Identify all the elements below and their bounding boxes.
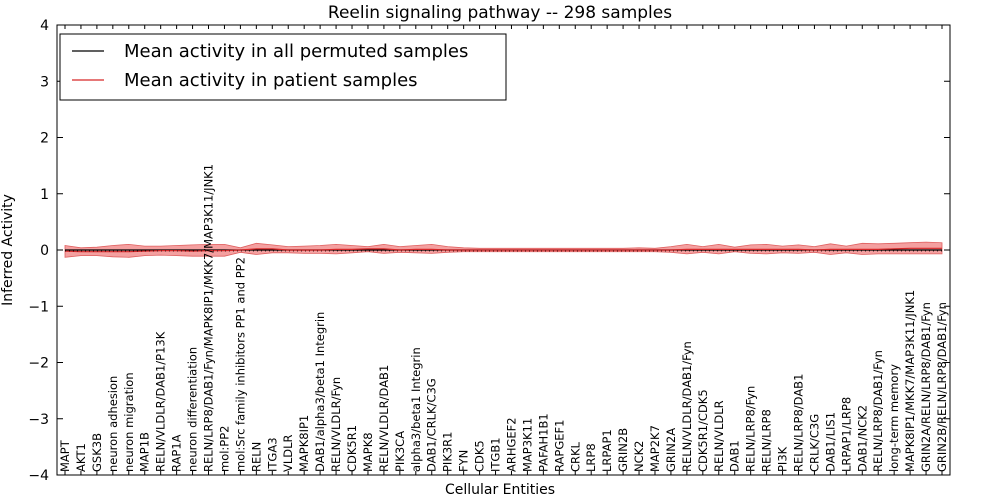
legend: Mean activity in all permuted samples Me… bbox=[59, 33, 507, 101]
x-category-label: CRKL bbox=[568, 441, 582, 472]
x-axis: MAPT AKT1 GSK3B neuron adhesion neuron migra… bbox=[58, 25, 949, 475]
x-category-label: AKT1 bbox=[74, 443, 88, 472]
legend-box bbox=[59, 33, 507, 101]
x-category-label: GRIN2B bbox=[616, 428, 630, 472]
y-tick-label: −2 bbox=[28, 356, 49, 372]
x-category-label: RELN/LRP8/Fyn bbox=[744, 386, 758, 472]
x-category-label: PAFAH1B1 bbox=[536, 413, 550, 472]
x-category-label: CDK5R1/CDK5 bbox=[696, 389, 710, 472]
x-category-label: FYN bbox=[457, 450, 471, 472]
x-category-label: GRIN2A/RELN/LRP8/DAB1/Fyn bbox=[919, 302, 933, 472]
chart-title: Reelin signaling pathway -- 298 samples bbox=[328, 3, 672, 23]
x-category-label: MAPT bbox=[58, 439, 72, 472]
x-category-label: GRIN2B/RELN/LRP8/DAB1/Fyn bbox=[935, 302, 949, 472]
x-category-label: MAPK8IP1 bbox=[297, 415, 311, 472]
y-tick-label: 3 bbox=[40, 74, 49, 90]
x-category-label: RELN/VLDLR/DAB1/P13K bbox=[154, 331, 168, 472]
series-patient-line bbox=[64, 247, 942, 253]
x-category-label: RELN/LRP8 bbox=[760, 409, 774, 472]
x-category-label: long-term memory bbox=[887, 364, 901, 472]
x-category-label: MAP3K11 bbox=[520, 418, 534, 472]
x-category-label: RELN/LRP8/DAB1 bbox=[791, 374, 805, 472]
x-category-label: CDK5 bbox=[473, 440, 487, 472]
x-category-label: NCK2 bbox=[632, 441, 646, 473]
x-category-label: RELN/VLDLR/DAB1/Fyn bbox=[680, 341, 694, 472]
x-category-label: LRPAP1 bbox=[600, 429, 614, 472]
x-category-label: VLDLR bbox=[281, 434, 295, 472]
x-category-label: GSK3B bbox=[90, 433, 104, 472]
y-tick-label: 2 bbox=[40, 131, 49, 147]
x-category-label: LRP8 bbox=[584, 443, 598, 472]
x-category-label: MAP1B bbox=[138, 432, 152, 472]
x-category-label: RELN/VLDLR bbox=[712, 400, 726, 472]
x-category-label: neuron adhesion bbox=[106, 376, 120, 472]
x-axis-label: Cellular Entities bbox=[445, 482, 555, 498]
x-category-label: PIK3CA bbox=[393, 431, 407, 472]
x-category-label: RELN/LRP8/DAB1/Fyn/MAPK8IP1/MKK7/MAP3K11… bbox=[202, 164, 216, 472]
x-category-label: mol:PP2 bbox=[217, 426, 231, 473]
x-category-label: GRIN2A bbox=[664, 428, 678, 472]
x-category-label: DAB1 bbox=[728, 440, 742, 472]
x-category-label: MAPK8 bbox=[361, 432, 375, 472]
x-category-label: alpha3/beta1 Integrin bbox=[409, 347, 423, 472]
x-category-label: RAPGEF1 bbox=[552, 420, 566, 472]
x-category-label: DAB1/LIS1 bbox=[823, 412, 837, 472]
x-category-label: PIK3R1 bbox=[441, 432, 455, 473]
y-tick-label: −1 bbox=[28, 299, 49, 315]
x-category-label: DAB1/alpha3/beta1 Integrin bbox=[313, 312, 327, 472]
x-category-label: PI3K bbox=[776, 446, 790, 472]
x-category-label: CRLK/C3G bbox=[807, 414, 821, 472]
y-tick-label: 1 bbox=[40, 187, 49, 203]
y-axis-label: Inferred Activity bbox=[0, 194, 16, 306]
x-category-label: neuron migration bbox=[122, 372, 136, 472]
plot-area bbox=[56, 24, 951, 476]
y-tick-label: −3 bbox=[28, 412, 49, 428]
x-category-label: ITGA3 bbox=[265, 437, 279, 472]
x-category-label: RELN/VLDLR/Fyn bbox=[329, 377, 343, 472]
y-tick-label: 4 bbox=[40, 18, 49, 34]
y-tick-label: 0 bbox=[40, 243, 49, 259]
x-category-label: RELN/VLDLR/DAB1 bbox=[377, 365, 391, 472]
x-category-label: DAB1/CRLK/C3G bbox=[425, 378, 439, 472]
y-axis: −4 −3 −2 −1 0 1 2 3 4 bbox=[28, 18, 950, 484]
x-category-label: RELN bbox=[249, 442, 263, 472]
x-category-label: neuron differentiation bbox=[186, 347, 200, 472]
x-category-label: LRPAP1/LRP8 bbox=[839, 397, 853, 472]
x-category-label: MAPK8IP1/MKK7/MAP3K11/JNK1 bbox=[903, 290, 917, 472]
x-category-label: RAP1A bbox=[170, 434, 184, 472]
x-category-label: ARHGEF2 bbox=[504, 417, 518, 472]
x-category-label: CDK5R1 bbox=[345, 425, 359, 472]
x-category-label: MAP2K7 bbox=[648, 425, 662, 472]
x-category-label: RELN/LRP8/DAB1/Fyn bbox=[871, 350, 885, 472]
x-category-label: DAB1/NCK2 bbox=[855, 405, 869, 472]
legend-label-permuted: Mean activity in all permuted samples bbox=[124, 41, 468, 62]
y-tick-label: −4 bbox=[28, 468, 49, 484]
x-category-label: mol:Src family inhibitors PP1 and PP2 bbox=[233, 257, 247, 472]
x-category-label: ITGB1 bbox=[489, 437, 503, 472]
legend-label-patient: Mean activity in patient samples bbox=[124, 70, 418, 91]
